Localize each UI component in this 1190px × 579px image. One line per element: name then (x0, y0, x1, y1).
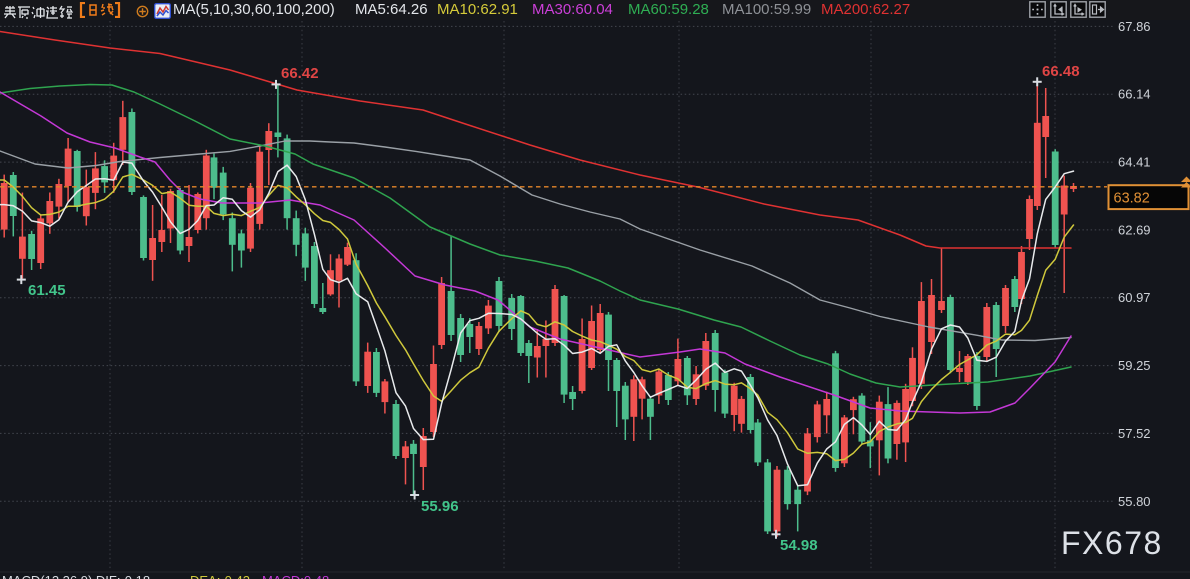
svg-text:61.45: 61.45 (28, 282, 66, 299)
svg-text:MACD(12,26,9) DIF:-0.18: MACD(12,26,9) DIF:-0.18 (2, 573, 150, 579)
svg-text:57.52: 57.52 (1118, 426, 1151, 441)
svg-text:55.96: 55.96 (421, 498, 459, 515)
svg-text:63.82: 63.82 (1114, 191, 1150, 207)
svg-text:67.86: 67.86 (1118, 19, 1151, 34)
svg-text:66.14: 66.14 (1118, 87, 1151, 102)
svg-text:MACD:0.48: MACD:0.48 (262, 573, 329, 579)
svg-text:55.80: 55.80 (1118, 494, 1151, 509)
svg-text:64.41: 64.41 (1118, 155, 1151, 170)
svg-text:54.98: 54.98 (780, 537, 818, 554)
svg-text:62.69: 62.69 (1118, 222, 1151, 237)
svg-text:60.97: 60.97 (1118, 290, 1151, 305)
svg-text:66.42: 66.42 (281, 65, 319, 82)
svg-text:59.25: 59.25 (1118, 358, 1151, 373)
svg-text:DEA:-0.42: DEA:-0.42 (190, 573, 250, 579)
svg-text:FX678: FX678 (1061, 525, 1163, 561)
svg-text:66.48: 66.48 (1042, 63, 1080, 80)
